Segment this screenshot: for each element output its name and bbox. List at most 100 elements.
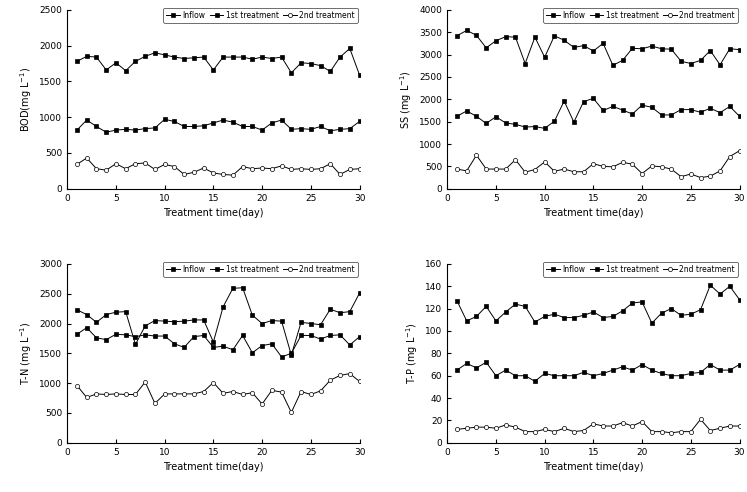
2nd treatment xyxy=(598,423,607,429)
2nd treatment xyxy=(160,391,169,397)
2nd treatment xyxy=(530,167,539,173)
2nd treatment xyxy=(472,152,481,158)
2nd treatment xyxy=(511,424,520,430)
Inflow xyxy=(569,44,578,50)
2nd treatment xyxy=(696,416,705,422)
Inflow xyxy=(501,34,510,40)
1st treatment xyxy=(209,344,218,350)
2nd treatment xyxy=(267,166,276,172)
2nd treatment xyxy=(258,165,267,171)
1st treatment xyxy=(277,354,286,360)
Line: 1st treatment: 1st treatment xyxy=(455,96,742,130)
1st treatment xyxy=(297,125,306,131)
Inflow xyxy=(462,28,471,33)
2nd treatment xyxy=(657,164,666,170)
2nd treatment xyxy=(326,161,335,167)
1st treatment xyxy=(589,95,598,101)
Inflow xyxy=(735,297,744,303)
2nd treatment xyxy=(238,164,247,170)
1st treatment xyxy=(102,337,111,342)
2nd treatment xyxy=(482,166,491,172)
1st treatment xyxy=(160,117,169,123)
2nd treatment xyxy=(521,169,530,175)
2nd treatment xyxy=(287,409,296,415)
Inflow xyxy=(725,283,734,289)
1st treatment xyxy=(462,108,471,114)
Y-axis label: BOD(mg L$^{-1}$): BOD(mg L$^{-1}$) xyxy=(18,66,34,132)
Line: Inflow: Inflow xyxy=(455,283,742,325)
1st treatment xyxy=(229,347,238,353)
2nd treatment xyxy=(326,377,335,383)
Inflow xyxy=(326,306,335,312)
2nd treatment xyxy=(618,159,627,165)
1st treatment xyxy=(180,123,189,129)
Inflow xyxy=(618,58,627,63)
Inflow xyxy=(677,59,686,64)
Inflow xyxy=(355,72,364,78)
1st treatment xyxy=(706,105,715,111)
2nd treatment xyxy=(706,428,715,433)
1st treatment xyxy=(199,333,208,338)
2nd treatment xyxy=(569,169,578,175)
Inflow xyxy=(258,54,267,60)
Inflow xyxy=(287,352,296,358)
Inflow xyxy=(229,285,238,291)
Inflow xyxy=(716,291,725,297)
Inflow xyxy=(638,299,647,305)
1st treatment xyxy=(706,362,715,368)
1st treatment xyxy=(345,342,354,348)
Inflow xyxy=(150,50,159,56)
1st treatment xyxy=(131,127,140,133)
2nd treatment xyxy=(589,421,598,427)
Inflow xyxy=(287,70,296,76)
Inflow xyxy=(345,308,354,314)
Inflow xyxy=(735,47,744,53)
Inflow xyxy=(92,54,101,60)
1st treatment xyxy=(598,108,607,114)
Line: Inflow: Inflow xyxy=(75,286,362,357)
Inflow xyxy=(560,37,568,43)
1st treatment xyxy=(238,123,247,129)
2nd treatment xyxy=(140,160,149,166)
1st treatment xyxy=(667,373,676,379)
1st treatment xyxy=(150,333,159,339)
Inflow xyxy=(530,34,539,40)
Inflow xyxy=(521,61,530,66)
1st treatment xyxy=(150,125,159,131)
2nd treatment xyxy=(131,161,140,167)
2nd treatment xyxy=(560,425,568,431)
Inflow xyxy=(316,62,325,68)
2nd treatment xyxy=(657,429,666,434)
1st treatment xyxy=(140,125,149,131)
Inflow xyxy=(140,323,149,329)
2nd treatment xyxy=(511,157,520,163)
Inflow xyxy=(648,320,657,326)
2nd treatment xyxy=(501,422,510,428)
2nd treatment xyxy=(140,379,149,385)
1st treatment xyxy=(316,123,325,129)
1st treatment xyxy=(696,369,705,375)
Y-axis label: T-N (mg L$^{-1}$): T-N (mg L$^{-1}$) xyxy=(18,322,34,385)
X-axis label: Treatment time(day): Treatment time(day) xyxy=(163,208,264,218)
2nd treatment xyxy=(199,389,208,395)
Inflow xyxy=(667,306,676,311)
2nd treatment xyxy=(170,164,179,170)
Inflow xyxy=(677,312,686,318)
Inflow xyxy=(472,32,481,38)
2nd treatment xyxy=(501,166,510,172)
2nd treatment xyxy=(316,388,325,394)
2nd treatment xyxy=(335,372,344,378)
2nd treatment xyxy=(150,400,159,406)
2nd treatment xyxy=(277,389,286,395)
2nd treatment xyxy=(735,423,744,429)
Line: 2nd treatment: 2nd treatment xyxy=(455,417,742,435)
2nd treatment xyxy=(170,391,179,397)
2nd treatment xyxy=(306,166,315,172)
1st treatment xyxy=(267,341,276,347)
1st treatment xyxy=(170,341,179,347)
2nd treatment xyxy=(180,172,189,178)
2nd treatment xyxy=(306,392,315,398)
Inflow xyxy=(277,54,286,60)
1st treatment xyxy=(501,367,510,373)
Inflow xyxy=(160,318,169,324)
